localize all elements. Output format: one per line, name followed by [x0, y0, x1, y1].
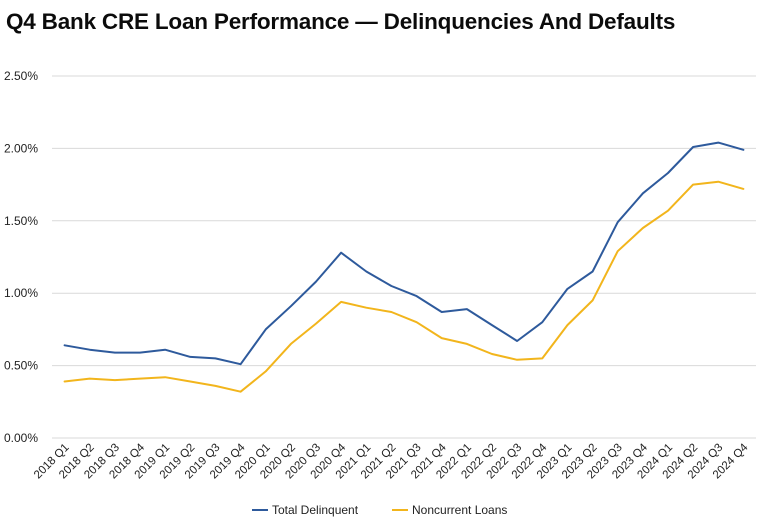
y-tick-label: 2.50%: [4, 69, 38, 83]
legend: Total Delinquent Noncurrent Loans: [252, 503, 507, 517]
y-tick-label: 2.00%: [4, 141, 38, 155]
series-line-0: [63, 141, 745, 366]
grid-lines: [52, 75, 756, 439]
legend-label: Noncurrent Loans: [412, 503, 507, 517]
y-axis-ticks: 0.00% 0.50% 1.00% 1.50% 2.00% 2.50%: [4, 69, 38, 445]
y-tick-label: 1.50%: [4, 214, 38, 228]
y-tick-label: 0.00%: [4, 431, 38, 445]
series-line-1: [63, 180, 745, 393]
legend-label: Total Delinquent: [272, 503, 359, 517]
series-lines: [63, 141, 745, 393]
y-tick-label: 1.00%: [4, 286, 38, 300]
chart-title: Q4 Bank CRE Loan Performance — Delinquen…: [6, 9, 676, 34]
y-tick-label: 0.50%: [4, 359, 38, 373]
